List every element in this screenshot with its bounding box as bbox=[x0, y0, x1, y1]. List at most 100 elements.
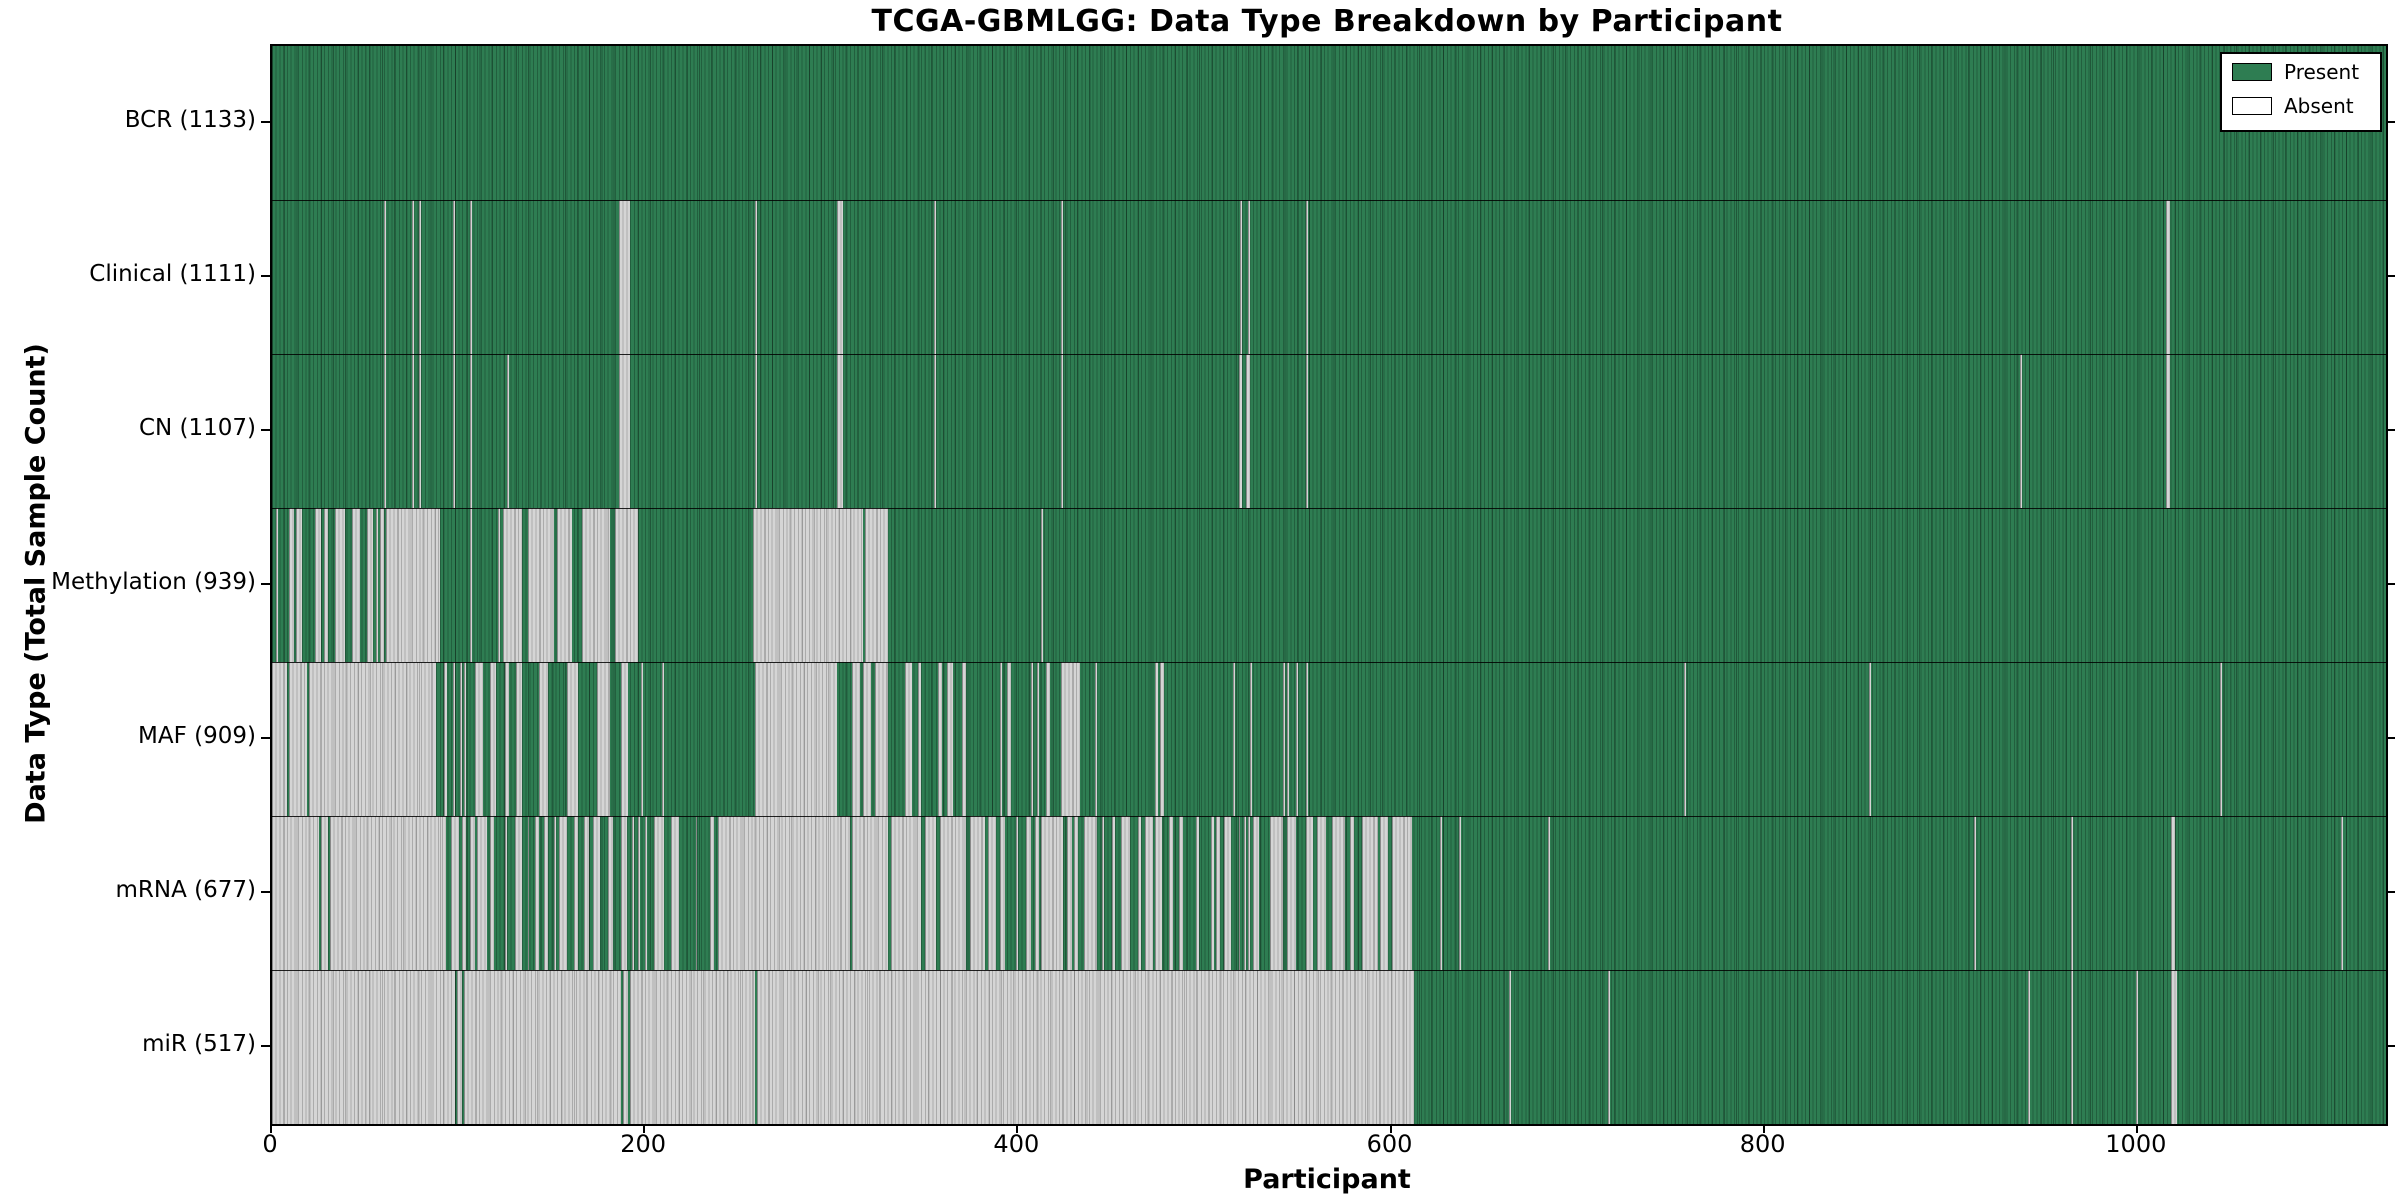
absent-segment bbox=[2219, 662, 2222, 816]
absent-segment bbox=[527, 816, 530, 970]
x-tick-mark bbox=[1762, 1124, 1765, 1133]
absent-segment bbox=[1287, 816, 1297, 970]
absent-segment bbox=[630, 970, 756, 1124]
absent-segment bbox=[581, 508, 610, 662]
absent-segment bbox=[904, 662, 912, 816]
absent-segment bbox=[1046, 662, 1051, 816]
absent-segment bbox=[1380, 816, 1388, 970]
absent-segment bbox=[1232, 662, 1235, 816]
ytick-label-CN: CN (1107) bbox=[138, 415, 256, 441]
absent-segment bbox=[969, 816, 985, 970]
absent-segment bbox=[1245, 354, 1250, 508]
absent-segment bbox=[1331, 816, 1345, 970]
absent-segment bbox=[451, 816, 459, 970]
absent-segment bbox=[710, 816, 715, 970]
absent-segment bbox=[988, 816, 996, 970]
absent-segment bbox=[620, 662, 629, 816]
absent-segment bbox=[1145, 816, 1153, 970]
y-tick-mark bbox=[261, 275, 270, 277]
absent-segment bbox=[296, 508, 302, 662]
ytick-label-miR: miR (517) bbox=[142, 1031, 256, 1057]
absent-segment bbox=[443, 662, 448, 816]
absent-segment bbox=[1061, 662, 1080, 816]
absent-segment bbox=[1216, 816, 1220, 970]
absent-segment bbox=[1249, 662, 1252, 816]
absent-segment bbox=[2341, 816, 2344, 970]
absent-segment bbox=[641, 662, 644, 816]
x-tick-mark bbox=[1389, 1124, 1392, 1133]
absent-segment bbox=[1305, 200, 1308, 354]
absent-segment bbox=[490, 662, 496, 816]
absent-segment bbox=[469, 508, 472, 662]
absent-segment bbox=[661, 662, 664, 816]
absent-segment bbox=[469, 354, 472, 508]
absent-segment bbox=[583, 816, 590, 970]
absent-segment bbox=[619, 354, 631, 508]
y-tick-mark bbox=[2386, 429, 2395, 431]
absent-segment bbox=[1973, 816, 1976, 970]
absent-segment bbox=[755, 354, 758, 508]
absent-segment bbox=[837, 354, 843, 508]
absent-segment bbox=[275, 508, 278, 662]
absent-segment bbox=[1283, 662, 1286, 816]
absent-segment bbox=[1305, 354, 1308, 508]
absent-segment bbox=[1074, 816, 1079, 970]
absent-segment bbox=[1154, 662, 1159, 816]
absent-segment bbox=[574, 816, 578, 970]
absent-segment bbox=[1210, 816, 1215, 970]
absent-segment bbox=[1238, 816, 1241, 970]
absent-segment bbox=[1684, 662, 1687, 816]
absent-segment bbox=[622, 970, 629, 1124]
row-CN bbox=[272, 354, 2386, 508]
absent-segment bbox=[1548, 816, 1551, 970]
absent-segment bbox=[475, 662, 483, 816]
absent-segment bbox=[757, 970, 1414, 1124]
y-tick-mark bbox=[261, 583, 270, 585]
absent-segment bbox=[288, 508, 295, 662]
y-tick-mark bbox=[261, 1045, 270, 1047]
row-separator bbox=[272, 970, 2386, 971]
x-tick-mark bbox=[643, 1124, 646, 1133]
absent-segment bbox=[1305, 662, 1308, 816]
absent-segment bbox=[376, 508, 379, 662]
absent-segment bbox=[516, 662, 523, 816]
absent-segment bbox=[1305, 816, 1314, 970]
absent-segment bbox=[999, 662, 1002, 816]
y-tick-mark bbox=[2386, 275, 2395, 277]
absent-segment bbox=[352, 508, 360, 662]
legend-label-present: Present bbox=[2284, 60, 2360, 84]
y-tick-mark bbox=[2386, 1045, 2395, 1047]
absent-segment bbox=[1296, 662, 1299, 816]
absent-segment bbox=[1040, 508, 1043, 662]
absent-segment bbox=[1607, 970, 1610, 1124]
absent-segment bbox=[755, 200, 758, 354]
absent-segment bbox=[2165, 200, 2170, 354]
ytick-label-Methylation: Methylation (939) bbox=[51, 569, 256, 595]
absent-segment bbox=[1238, 354, 1243, 508]
absent-segment bbox=[2020, 354, 2023, 508]
absent-segment bbox=[462, 816, 467, 970]
row-separator bbox=[272, 200, 2386, 201]
row-separator bbox=[272, 354, 2386, 355]
row-BCR bbox=[272, 46, 2386, 200]
absent-segment bbox=[1160, 662, 1164, 816]
absent-segment bbox=[1178, 816, 1183, 970]
absent-segment bbox=[490, 816, 495, 970]
y-tick-mark bbox=[2386, 891, 2395, 893]
absent-segment bbox=[477, 816, 487, 970]
x-tick-mark bbox=[1016, 1124, 1019, 1133]
absent-segment bbox=[925, 816, 937, 970]
absent-segment bbox=[654, 816, 664, 970]
absent-segment bbox=[1440, 816, 1442, 970]
x-tick-mark bbox=[270, 1124, 272, 1133]
absent-segment bbox=[1869, 662, 1872, 816]
absent-segment bbox=[1247, 200, 1250, 354]
y-tick-mark bbox=[2386, 121, 2395, 123]
row-miR bbox=[272, 970, 2386, 1124]
absent-segment bbox=[1391, 816, 1413, 970]
absent-segment bbox=[1244, 816, 1246, 970]
absent-segment bbox=[566, 662, 578, 816]
xtick-label-0: 0 bbox=[262, 1130, 278, 1158]
absent-segment bbox=[2135, 970, 2138, 1124]
